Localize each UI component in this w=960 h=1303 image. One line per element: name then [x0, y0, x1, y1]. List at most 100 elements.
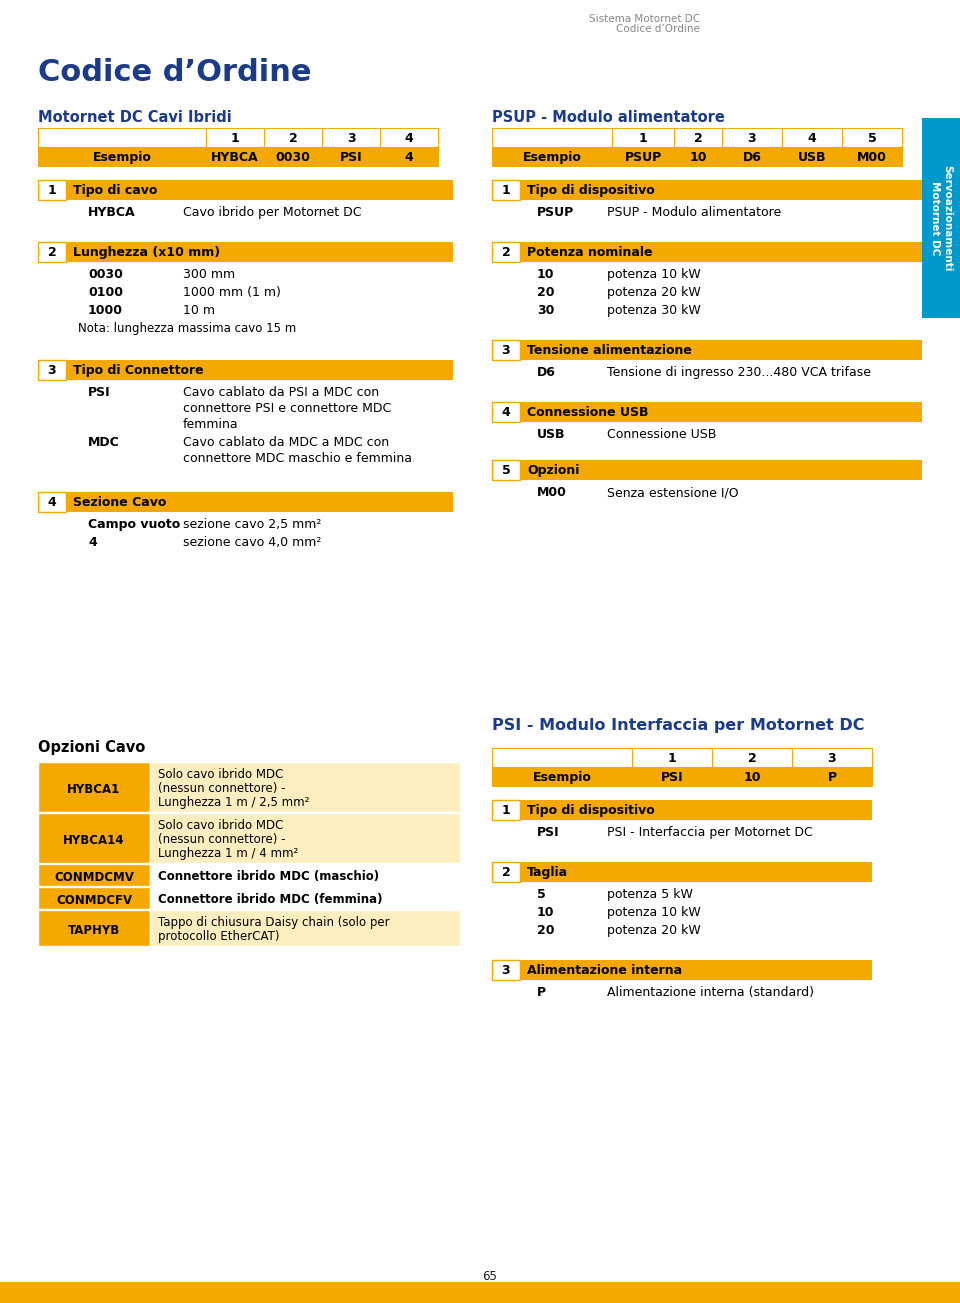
Text: 1: 1	[502, 184, 511, 197]
Bar	[922, 119, 960, 318]
Text: Lunghezza 1 m / 2,5 mm²: Lunghezza 1 m / 2,5 mm²	[158, 796, 309, 809]
Text: Senza estensione I/O: Senza estensione I/O	[607, 486, 738, 499]
Text: M00: M00	[537, 486, 566, 499]
Text: Solo cavo ibrido MDC: Solo cavo ibrido MDC	[158, 767, 283, 780]
Text: 10 m: 10 m	[183, 304, 215, 317]
Bar	[632, 767, 712, 786]
Text: USB: USB	[798, 151, 827, 164]
Text: connettore MDC maschio e femmina: connettore MDC maschio e femmina	[183, 452, 412, 465]
Bar	[38, 762, 150, 812]
Bar	[150, 887, 460, 909]
Bar	[38, 180, 66, 199]
Text: Tipo di Connettore: Tipo di Connettore	[73, 364, 204, 377]
Text: Lunghezza 1 m / 4 mm²: Lunghezza 1 m / 4 mm²	[158, 847, 299, 860]
Text: CONMDCMV: CONMDCMV	[54, 870, 134, 883]
Text: Taglia: Taglia	[527, 866, 568, 880]
Text: 1000: 1000	[88, 304, 123, 317]
Bar	[492, 128, 612, 147]
Bar	[520, 800, 872, 820]
Text: connettore PSI e connettore MDC: connettore PSI e connettore MDC	[183, 403, 392, 414]
Text: potenza 20 kW: potenza 20 kW	[607, 285, 701, 298]
Bar	[520, 863, 872, 882]
Bar	[520, 403, 922, 422]
Bar	[792, 767, 872, 786]
Text: potenza 30 kW: potenza 30 kW	[607, 304, 701, 317]
Text: USB: USB	[537, 427, 565, 440]
Bar	[322, 147, 380, 165]
Text: PSUP - Modulo alimentatore: PSUP - Modulo alimentatore	[492, 109, 725, 125]
Bar	[782, 128, 842, 147]
Bar	[520, 180, 922, 199]
Text: 1: 1	[638, 132, 647, 145]
Bar	[264, 147, 322, 165]
Text: M00: M00	[857, 151, 887, 164]
Text: 20: 20	[537, 924, 555, 937]
Text: Campo vuoto: Campo vuoto	[88, 519, 180, 532]
Text: Connettore ibrido MDC (femmina): Connettore ibrido MDC (femmina)	[158, 893, 382, 906]
Text: Codice d’Ordine: Codice d’Ordine	[38, 59, 311, 87]
Bar	[150, 813, 460, 863]
Text: Opzioni: Opzioni	[527, 464, 580, 477]
Bar	[38, 360, 66, 380]
Text: PSI - Modulo Interfaccia per Motornet DC: PSI - Modulo Interfaccia per Motornet DC	[492, 718, 865, 734]
Text: 3: 3	[347, 132, 355, 145]
Text: 0030: 0030	[88, 268, 123, 281]
Text: (nessun connettore) -: (nessun connettore) -	[158, 833, 285, 846]
Text: 1: 1	[230, 132, 239, 145]
Text: 5: 5	[868, 132, 876, 145]
Text: Connessione USB: Connessione USB	[607, 427, 716, 440]
Text: 30: 30	[537, 304, 554, 317]
Text: CONMDCFV: CONMDCFV	[56, 894, 132, 907]
Bar	[492, 340, 520, 360]
Bar	[674, 128, 722, 147]
Text: HYBCA14: HYBCA14	[63, 834, 125, 847]
Text: 4: 4	[502, 407, 511, 420]
Bar	[38, 493, 66, 512]
Bar	[492, 800, 520, 820]
Text: HYBCA: HYBCA	[211, 151, 259, 164]
Text: Potenza nominale: Potenza nominale	[527, 246, 653, 259]
Bar	[206, 128, 264, 147]
Text: 5: 5	[502, 464, 511, 477]
Text: Tensione di ingresso 230...480 VCA trifase: Tensione di ingresso 230...480 VCA trifa…	[607, 366, 871, 379]
Bar	[380, 147, 438, 165]
Bar	[722, 147, 782, 165]
Bar	[322, 128, 380, 147]
Text: Motornet DC Cavi Ibridi: Motornet DC Cavi Ibridi	[38, 109, 231, 125]
Text: Alimentazione interna (standard): Alimentazione interna (standard)	[607, 986, 814, 999]
Bar	[0, 1282, 960, 1303]
Text: potenza 10 kW: potenza 10 kW	[607, 268, 701, 281]
Text: sezione cavo 4,0 mm²: sezione cavo 4,0 mm²	[183, 536, 322, 549]
Bar	[612, 147, 674, 165]
Bar	[66, 242, 453, 262]
Text: Sezione Cavo: Sezione Cavo	[73, 496, 166, 509]
Text: Nota: lunghezza massima cavo 15 m: Nota: lunghezza massima cavo 15 m	[78, 322, 297, 335]
Text: 0100: 0100	[88, 285, 123, 298]
Bar	[520, 960, 872, 980]
Text: 10: 10	[537, 906, 555, 919]
Bar	[842, 147, 902, 165]
Text: PSUP - Modulo alimentatore: PSUP - Modulo alimentatore	[607, 206, 781, 219]
Text: Opzioni Cavo: Opzioni Cavo	[38, 740, 145, 754]
Text: Tappo di chiusura Daisy chain (solo per: Tappo di chiusura Daisy chain (solo per	[158, 916, 390, 929]
Text: MDC: MDC	[88, 437, 120, 450]
Text: 4: 4	[88, 536, 97, 549]
Text: 20: 20	[537, 285, 555, 298]
Text: 3: 3	[748, 132, 756, 145]
Text: Solo cavo ibrido MDC: Solo cavo ibrido MDC	[158, 820, 283, 833]
Text: Esempio: Esempio	[522, 151, 582, 164]
Bar	[492, 180, 520, 199]
Text: Alimentazione interna: Alimentazione interna	[527, 964, 683, 977]
Text: 2: 2	[502, 246, 511, 259]
Text: Servoazionamenti
Motornet DC: Servoazionamenti Motornet DC	[930, 164, 951, 271]
Text: HYBCA1: HYBCA1	[67, 783, 121, 796]
Text: Lunghezza (x10 mm): Lunghezza (x10 mm)	[73, 246, 220, 259]
Text: potenza 20 kW: potenza 20 kW	[607, 924, 701, 937]
Text: PSUP: PSUP	[537, 206, 574, 219]
Text: 10: 10	[743, 771, 760, 784]
Text: 4: 4	[404, 132, 414, 145]
Bar	[206, 147, 264, 165]
Text: Cavo cablato da PSI a MDC con: Cavo cablato da PSI a MDC con	[183, 386, 379, 399]
Bar	[712, 748, 792, 767]
Bar	[492, 242, 520, 262]
